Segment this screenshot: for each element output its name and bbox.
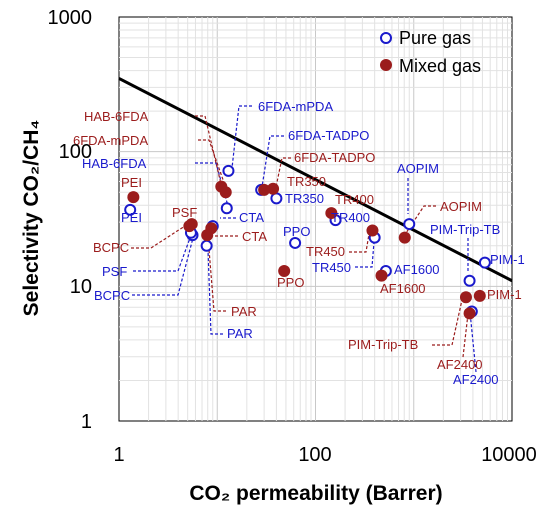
mixed-gas-point-label: BCPC: [93, 240, 129, 255]
pure-gas-point: [403, 218, 416, 231]
pure-gas-leader-line: [207, 249, 223, 335]
mixed-gas-point: [267, 182, 280, 195]
x-tick-label: 100: [298, 444, 331, 466]
legend-mixed-marker: [380, 59, 392, 71]
grid-lines: [119, 17, 512, 421]
pure-gas-point: [222, 164, 235, 177]
legend: Pure gas Mixed gas: [380, 28, 481, 76]
y-tick-labels: 1 10 100 1000: [48, 7, 93, 433]
pure-gas-point-label: PAR: [227, 326, 253, 341]
mixed-gas-point: [375, 269, 388, 282]
mixed-gas-point: [459, 291, 472, 304]
pure-gas-point-label: PPO: [283, 224, 310, 239]
mixed-gas-point-label: PAR: [231, 304, 257, 319]
mixed-gas-leader-line: [432, 299, 463, 346]
mixed-gas-point-label: PSF: [172, 205, 197, 220]
mixed-gas-leader-line: [198, 139, 228, 192]
x-tick-labels: 1 100 10000: [113, 444, 536, 466]
pure-gas-point-label: PIM-Trip-TB: [430, 222, 500, 237]
x-tick-label: 10000: [481, 444, 537, 466]
pure-gas-point: [124, 203, 137, 216]
pure-gas-point-label: AOPIM: [397, 161, 439, 176]
pure-gas-point-label: AF2400: [453, 372, 499, 387]
legend-pure-label: Pure gas: [399, 28, 471, 48]
mixed-gas-point: [219, 186, 232, 199]
pure-gas-leader-line: [132, 237, 194, 296]
mixed-gas-point: [127, 191, 140, 204]
pure-gas-point-label: HAB-6FDA: [82, 156, 147, 171]
pure-gas-leader-line: [469, 311, 477, 373]
mixed-gas-leader-line: [462, 313, 469, 358]
mixed-gas-point-label: 6FDA-mPDA: [73, 133, 148, 148]
mixed-gas-point-label: PIM-1: [487, 287, 522, 302]
pure-gas-point: [478, 256, 491, 269]
pure-gas-point-label: 6FDA-TADPO: [288, 128, 369, 143]
pure-gas-point-label: 6FDA-mPDA: [258, 99, 333, 114]
y-tick-label: 1000: [48, 7, 93, 29]
mixed-gas-point-label: AF1600: [380, 281, 426, 296]
pure-gas-point-label: CTA: [239, 210, 264, 225]
pure-gas-point-label: TR350: [285, 191, 324, 206]
pure-gas-point-label: TR450: [312, 260, 351, 275]
mixed-gas-point-label: TR350: [287, 174, 326, 189]
upper-bound-segment: [118, 77, 513, 283]
y-tick-label: 1: [81, 411, 92, 433]
point-labels: PEI HAB-6FDA 6FDA-mPDA 6FDA-TADPO TR350 PPO CT…: [73, 99, 525, 387]
mixed-gas-point-label: HAB-6FDA: [84, 109, 149, 124]
pure-gas-point-label: TR400: [331, 210, 370, 225]
mixed-gas-point-label: CTA: [242, 229, 267, 244]
y-tick-label: 10: [70, 276, 92, 298]
mixed-gas-point-label: 6FDA-TADPO: [294, 150, 375, 165]
x-tick-label: 1: [113, 444, 124, 466]
pure-gas-leader-line: [133, 237, 191, 272]
pure-gas-point: [463, 274, 476, 287]
legend-mixed-label: Mixed gas: [399, 56, 481, 76]
mixed-gas-point: [278, 264, 291, 277]
pure-gas-point-label: PSF: [102, 264, 127, 279]
y-axis-title: Selectivity CO₂/CH₄: [20, 120, 43, 317]
mixed-gas-point-label: TR400: [335, 192, 374, 207]
mixed-gas-point: [398, 231, 411, 244]
pure-gas-point: [220, 202, 233, 215]
mixed-gas-point: [366, 224, 379, 237]
pure-gas-point: [200, 239, 213, 252]
pure-gas-point-label: BCPC: [94, 288, 130, 303]
legend-pure-marker: [380, 32, 392, 44]
mixed-gas-point: [183, 220, 196, 233]
mixed-gas-leader-line: [349, 233, 370, 253]
mixed-gas-point: [201, 229, 214, 242]
mixed-gas-point-label: PEI: [121, 175, 142, 190]
upper-bound-line: [118, 77, 513, 283]
mixed-gas-leader-line: [195, 115, 222, 185]
pure-gas-point-label: PEI: [121, 210, 142, 225]
mixed-gas-leader-line: [207, 236, 226, 312]
mixed-gas-point-label: AF2400: [437, 357, 483, 372]
pure-gas-leader-line: [355, 241, 375, 268]
mixed-gas-point-label: TR450: [306, 244, 345, 259]
mixed-gas-point-label: PPO: [277, 275, 304, 290]
pure-gas-point-label: AF1600: [394, 262, 440, 277]
y-tick-label: 100: [59, 141, 92, 163]
pure-gas-leader-line: [231, 105, 252, 169]
mixed-gas-point: [463, 307, 476, 320]
mixed-gas-point-label: PIM-Trip-TB: [348, 337, 418, 352]
x-axis-title: CO₂ permeability (Barrer): [189, 482, 442, 505]
label-leader-lines: [131, 105, 477, 373]
mixed-gas-point: [258, 183, 271, 196]
pure-gas-point: [289, 236, 302, 249]
mixed-gas-point-label: AOPIM: [440, 199, 482, 214]
data-points: [124, 164, 491, 320]
mixed-gas-point: [325, 207, 338, 220]
mixed-gas-point: [473, 289, 486, 302]
pure-gas-point: [270, 192, 283, 205]
mixed-gas-leader-line: [131, 223, 189, 249]
mixed-gas-leader-line: [275, 157, 291, 188]
pure-gas-point-label: PIM-1: [490, 252, 525, 267]
